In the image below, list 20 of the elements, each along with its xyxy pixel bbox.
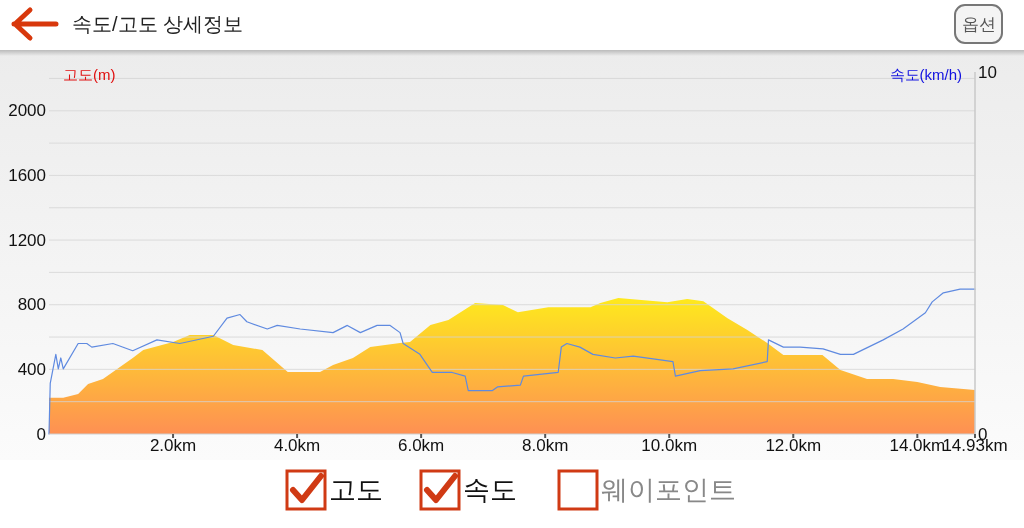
chart-title: 속도/고도 상세정보 [72,13,244,35]
x-tick-label: 2.0km [149,435,197,455]
y-axis-title: 고도(m) [63,65,116,83]
y-tick-label: 0 [36,424,46,444]
y-tick-label: 1600 [8,165,46,185]
x-tick-label: 12.0km [765,435,822,455]
text: 고도 [329,475,383,505]
text: 옵션 [961,14,996,34]
y-tick-label: 800 [17,295,46,315]
y-tick-label: 2000 [8,101,46,121]
x-tick-label: 8.0km [522,435,569,455]
text: 웨이포인트 [601,475,736,505]
y-tick-label: 400 [17,359,46,379]
y-tick-label: 1200 [8,230,46,250]
y2-axis-title: 속도(km/h) [889,65,962,83]
x-tick-label: 10.0km [641,435,698,455]
text: 속도 [463,475,517,505]
x-tick-label: 4.0km [273,435,321,455]
x-tick-label: 6.0km [397,435,445,455]
y2-tick-label: 10 [978,62,997,82]
